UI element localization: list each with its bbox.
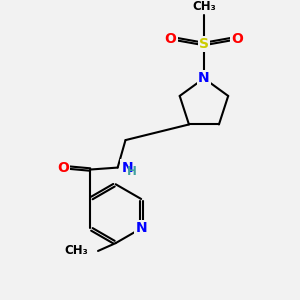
Text: N: N <box>198 71 210 85</box>
Text: S: S <box>199 37 209 51</box>
Text: O: O <box>165 32 176 46</box>
Text: CH₃: CH₃ <box>64 244 88 257</box>
Text: CH₃: CH₃ <box>192 0 216 13</box>
Text: N: N <box>122 160 133 175</box>
Text: N: N <box>135 221 147 236</box>
Text: H: H <box>126 165 136 178</box>
Text: O: O <box>57 160 69 175</box>
Text: O: O <box>231 32 243 46</box>
